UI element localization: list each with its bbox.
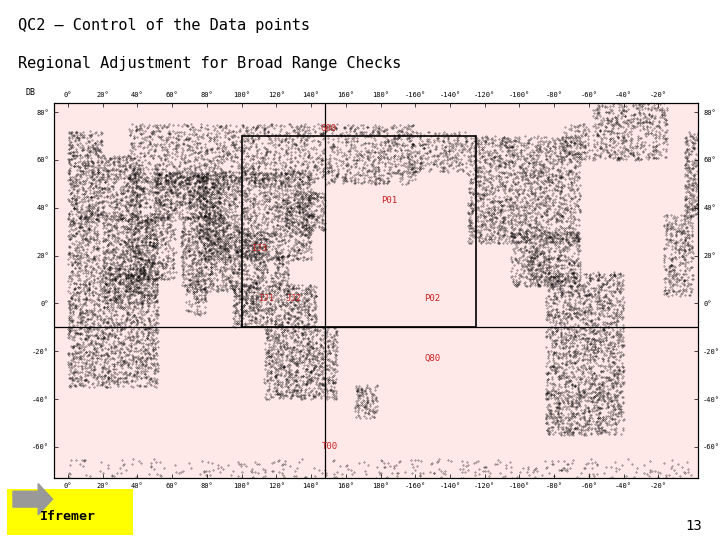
Text: P01: P01 (381, 196, 397, 205)
Text: P02: P02 (425, 294, 441, 303)
Text: 13: 13 (685, 519, 702, 533)
Text: IJ1: IJ1 (258, 294, 274, 303)
Text: DB: DB (25, 88, 35, 97)
Text: Regional Adjustment for Broad Range Checks: Regional Adjustment for Broad Range Chec… (18, 56, 401, 71)
Text: Q80: Q80 (425, 354, 441, 363)
Bar (7, 489, 133, 536)
Text: JJ2: JJ2 (286, 294, 302, 303)
Text: T00: T00 (322, 442, 338, 451)
FancyArrow shape (13, 484, 53, 515)
Text: IJ3: IJ3 (251, 244, 267, 253)
Text: Ifremer: Ifremer (40, 510, 96, 523)
Text: QC2 – Control of the Data points: QC2 – Control of the Data points (18, 18, 310, 33)
Text: G00: G00 (320, 124, 336, 133)
Bar (242, 136, 476, 327)
